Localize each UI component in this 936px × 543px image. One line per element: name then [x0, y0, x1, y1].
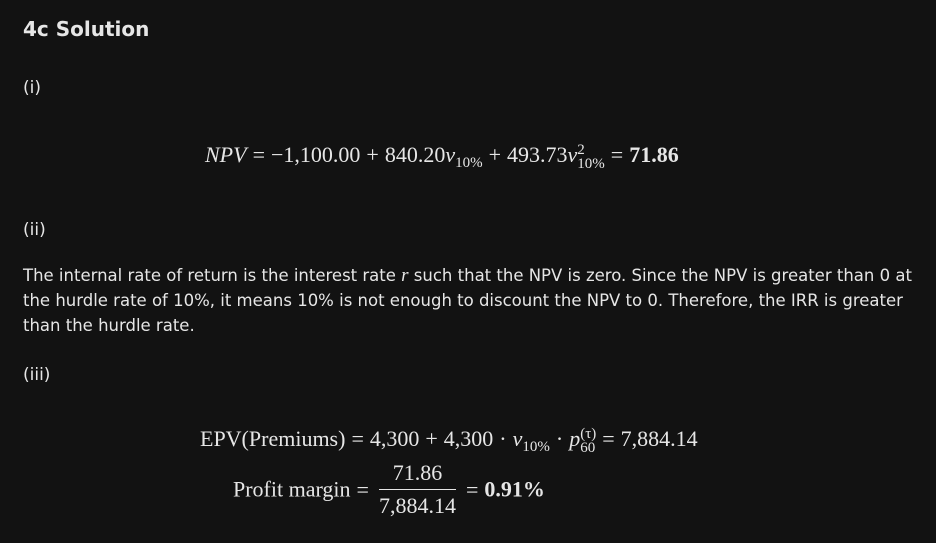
math-token: ·	[499, 426, 507, 451]
math-token: =	[351, 426, 364, 451]
math-token: v	[445, 142, 456, 167]
math-token: 10%	[522, 439, 550, 455]
text: The internal rate of return is the inter…	[23, 266, 402, 285]
math-token: 840.20	[384, 142, 446, 167]
math-token: =	[252, 142, 265, 167]
part-label: (i)	[23, 78, 41, 98]
math-token: +	[425, 426, 438, 451]
profit-margin-equation: Profit margin = 71.86 7,884.14 = 0.91%	[233, 460, 545, 519]
math-token: +	[488, 142, 502, 167]
title: 4c Solution	[23, 17, 150, 41]
part-label: (iii)	[23, 365, 51, 385]
epv-equation: EPV(Premiums) = 4,300 +4,300 · v10% · p (τ) 60 = 7,…	[200, 426, 698, 456]
math-token: 4,300	[443, 426, 494, 451]
npv-equation: NPV = −1,100.00 +840.20v10% +493.73v 2 10% = 71.…	[205, 142, 679, 172]
math-token: NPV	[205, 142, 247, 167]
math-token: v	[512, 426, 523, 451]
math-script: 2 10%	[577, 141, 605, 172]
math-token: 71.86	[629, 142, 679, 167]
math-token: ·	[555, 426, 564, 451]
math-token: 60	[580, 439, 596, 456]
math-token: r	[401, 265, 409, 286]
math-token: =	[465, 476, 479, 502]
text: such that the NPV is zero. Since the NPV…	[23, 266, 912, 335]
math-script: (τ) 60	[580, 425, 597, 456]
math-token: Profit margin	[233, 476, 351, 502]
fraction: 71.86 7,884.14	[378, 460, 456, 519]
math-token: 493.73	[507, 142, 568, 167]
math-token: +	[366, 142, 379, 167]
math-token: 10%	[455, 155, 483, 171]
math-token: p	[569, 426, 581, 451]
math-token: =	[610, 142, 624, 167]
math-token: v	[567, 142, 578, 167]
paragraph: The internal rate of return is the inter…	[23, 263, 913, 338]
math-token: 10%	[577, 155, 605, 172]
math-token: 2	[577, 141, 585, 158]
math-token: =	[356, 476, 369, 502]
math-token: 7,884.14	[378, 493, 456, 518]
math-token: EPV(Premiums)	[200, 426, 346, 451]
math-token: 71.86	[378, 460, 456, 490]
math-token: −1,100.00	[270, 142, 361, 167]
math-token: 4,300	[369, 426, 420, 451]
math-token: (τ)	[580, 425, 597, 442]
math-token: 0.91%	[484, 476, 545, 502]
part-label: (ii)	[23, 220, 46, 240]
math-token: 7,884.14	[620, 426, 698, 451]
math-token: =	[602, 426, 615, 451]
